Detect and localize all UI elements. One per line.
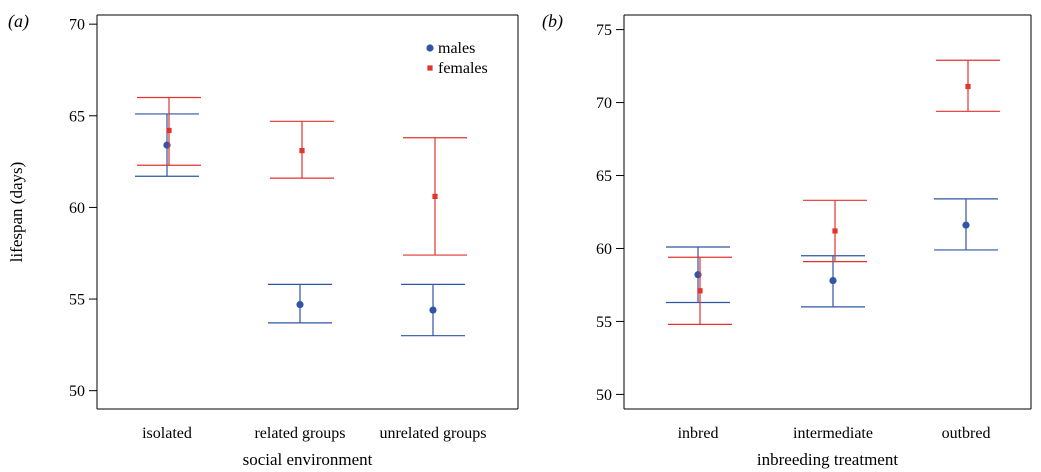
- y-axis-label: lifespan (days): [7, 162, 26, 263]
- point-females-1: [697, 288, 703, 294]
- y-tick-label: 75: [596, 22, 612, 39]
- panel-b-inbreeding-treatment: 50 55 60 65 70 75 inbred intermediate outbred inb…: [542, 11, 1032, 469]
- point-males-3: [429, 306, 437, 314]
- point-males-2: [829, 276, 837, 285]
- panel-a-social-environment: 50 55 60 65 70 isolated related groups unrelate…: [7, 11, 519, 469]
- point-females-3: [432, 193, 438, 200]
- y-tick-label: 55: [596, 314, 612, 331]
- y-tick-label: 70: [596, 95, 612, 112]
- legend-marker-females: [427, 65, 433, 71]
- y-tick-label: 50: [69, 383, 85, 400]
- y-tick-label: 65: [596, 168, 612, 185]
- y-tick-label: 70: [69, 17, 85, 34]
- x-tick-label: isolated: [142, 425, 192, 442]
- point-females-1: [166, 127, 172, 134]
- y-tick-label: 65: [69, 108, 85, 125]
- point-males-3: [962, 221, 970, 229]
- y-tick-label: 60: [596, 241, 612, 258]
- legend-label-females: females: [438, 60, 488, 77]
- x-tick-label: outbred: [942, 425, 991, 442]
- x-axis-label: social environment: [243, 450, 373, 469]
- legend: males females: [426, 40, 488, 77]
- y-tick-label: 55: [69, 292, 85, 309]
- x-tick-label: unrelated groups: [379, 425, 486, 442]
- panel-label: (a): [8, 11, 29, 32]
- legend-marker-males: [426, 44, 434, 52]
- y-tick-label: 60: [69, 200, 85, 217]
- point-females-3: [965, 83, 971, 90]
- point-females-2: [299, 148, 305, 154]
- x-tick-label: related groups: [254, 425, 345, 442]
- x-tick-label: intermediate: [793, 425, 873, 442]
- x-tick-label: inbred: [678, 425, 719, 442]
- legend-label-males: males: [438, 40, 475, 57]
- x-axis-label: inbreeding treatment: [757, 450, 898, 469]
- y-tick-label: 50: [596, 387, 612, 404]
- point-females-2: [832, 228, 838, 234]
- panel-label: (b): [542, 11, 563, 32]
- point-males-2: [296, 300, 304, 309]
